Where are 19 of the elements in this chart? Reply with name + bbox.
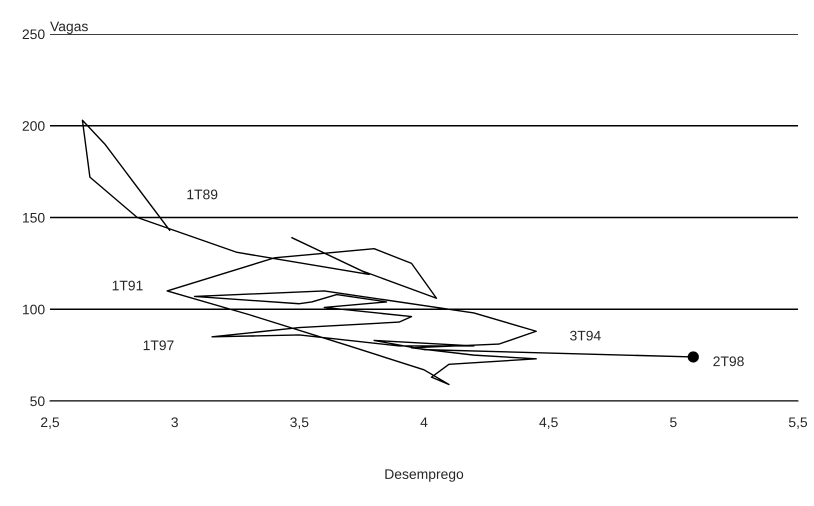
x-tick-label: 4 [420,417,428,428]
y-axis-title: Vagas [50,22,88,34]
x-tick-label: 3 [171,417,178,428]
x-tick-label: 2,5 [41,417,60,429]
x-axis-title: Desemprego [385,469,464,482]
annotation: 3T94 [570,330,601,341]
x-tick-label: 5,5 [788,417,808,429]
y-tick-label: 250 [22,29,45,40]
y-tick-label: 200 [22,121,45,131]
y-tick-label: 150 [23,212,45,223]
x-tick-label: 3,5 [290,417,308,429]
y-tick-label: 100 [23,304,45,314]
y-tick-label: 50 [30,396,45,406]
x-tick-label: 5 [670,417,677,428]
annotation: 1T89 [187,190,218,200]
annotation: 1T91 [112,280,143,290]
annotation: 1T97 [144,340,174,350]
annotation: 2T98 [713,356,744,366]
x-tick-label: 4,5 [539,417,558,429]
